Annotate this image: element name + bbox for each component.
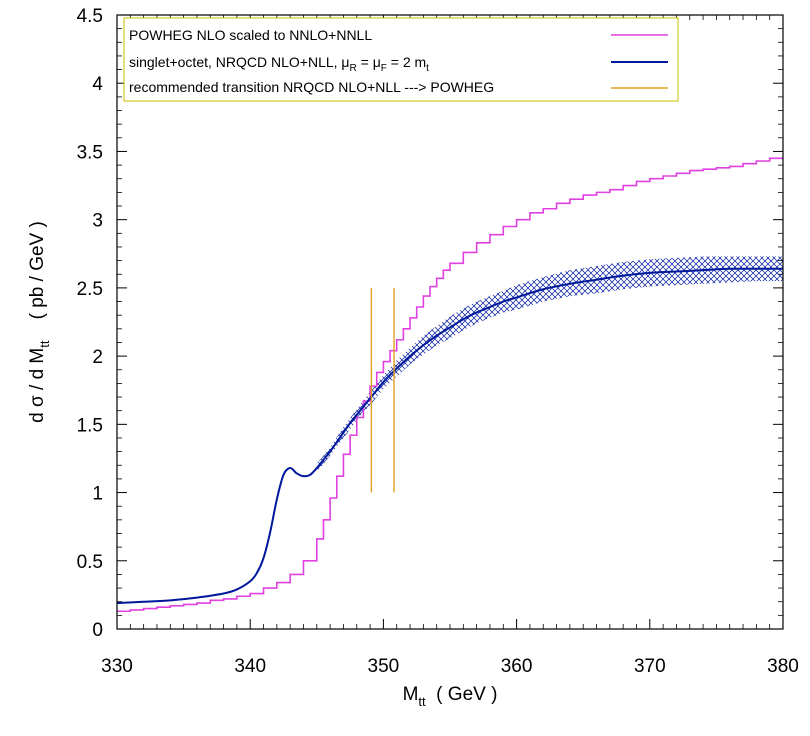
plot-area [117,156,783,613]
x-tick-label: 330 [101,656,133,677]
nrqcd-uncertainty-band [316,256,783,473]
minor-ticks [117,15,783,629]
y-tick-label: 3.5 [77,142,103,163]
x-axis-title: Mtt ( GeV ) [403,684,498,709]
legend-label-transition: recommended transition NRQCD NLO+NLL ---… [129,79,494,95]
x-tick-label: 370 [634,656,666,677]
powheg-series-line [117,156,783,613]
x-tick-label: 380 [767,656,799,677]
y-tick-label: 3 [92,211,103,232]
y-tick-label: 2 [92,347,103,368]
nrqcd-series-line [117,267,783,605]
legend-label-nrqcd: singlet+octet, NRQCD NLO+NLL, μR = μF = … [129,54,429,74]
legend: POWHEG NLO scaled to NNLO+NNLL singlet+o… [123,17,679,102]
y-tick-label: 0.5 [77,552,103,573]
x-tick-labels: 330 340 350 360 370 380 [101,656,799,677]
y-tick-labels: 0 0.5 1 1.5 2 2.5 3 3.5 4 4.5 [77,6,104,641]
y-axis-title: d σ / d Mtt ( pb / GeV ) [27,221,52,423]
legend-label-powheg: POWHEG NLO scaled to NNLO+NNLL [129,27,372,43]
y-tick-label: 2.5 [77,279,103,300]
x-tick-label: 340 [234,656,266,677]
x-tick-label: 360 [501,656,533,677]
y-tick-label: 1 [92,484,103,505]
y-tick-label: 4 [92,74,103,95]
plot-frame [116,14,784,630]
y-tick-label: 4.5 [77,6,103,27]
x-tick-label: 350 [368,656,400,677]
y-tick-label: 0 [92,620,103,641]
legend-box [123,17,679,102]
y-tick-label: 1.5 [77,415,103,436]
